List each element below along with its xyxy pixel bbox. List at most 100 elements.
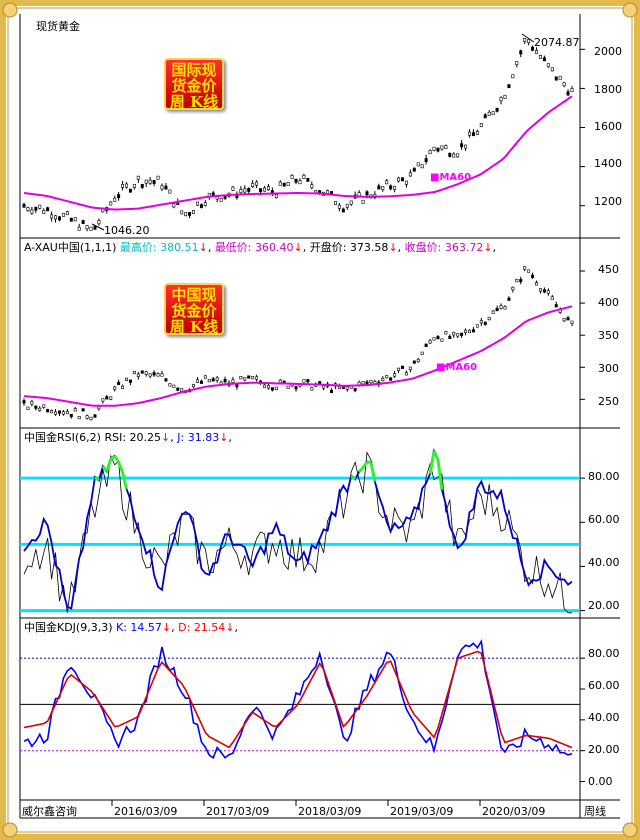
candle-body xyxy=(42,404,46,408)
candle-body xyxy=(121,184,125,188)
candle-body xyxy=(34,206,38,211)
candle-body xyxy=(290,175,294,179)
p2-ytick-1: 400 xyxy=(598,296,619,309)
candle-body xyxy=(164,378,168,382)
candle-body xyxy=(397,177,401,182)
candle-body xyxy=(531,46,535,51)
candle-body xyxy=(148,373,152,377)
panel4-header: 中国金KDJ(9,3,3) K: 14.57↓, D: 21.54↓, xyxy=(24,621,239,634)
x-tick-2: 2018/03/09 xyxy=(298,805,362,818)
candle-body xyxy=(558,75,562,80)
candle-body xyxy=(389,377,393,381)
candle-body xyxy=(487,316,491,321)
candle-body xyxy=(243,377,247,381)
candle-body xyxy=(73,408,77,412)
panel4-name: 中国金KDJ(9,3,3) xyxy=(24,621,113,634)
frame-corner-ornament-3 xyxy=(622,822,638,838)
candle-body xyxy=(515,279,519,283)
candle-body xyxy=(97,220,101,225)
candle-body xyxy=(211,378,215,382)
panel3-name: 中国金RSI(6,2) xyxy=(24,431,101,444)
candle-body xyxy=(475,131,479,135)
p1-ytick-4: 1200 xyxy=(594,195,622,208)
p3-ytick-3: 20.00 xyxy=(588,599,620,612)
candle-body xyxy=(428,150,432,155)
candle-body xyxy=(464,329,468,334)
kdj-d-line xyxy=(23,650,573,749)
candle-body xyxy=(184,212,188,217)
candle-body xyxy=(495,107,499,112)
candle-body xyxy=(440,145,444,150)
candle-body xyxy=(491,310,495,314)
candle-body xyxy=(302,379,306,383)
candle-body xyxy=(294,386,298,390)
candle-body xyxy=(440,338,444,342)
candle-body xyxy=(231,379,235,383)
candle-body xyxy=(412,360,416,364)
candle-body xyxy=(337,386,341,390)
candle-body xyxy=(50,214,54,219)
panel2-ma-text: MA60 xyxy=(445,362,478,373)
candle-body xyxy=(203,202,207,207)
candle-body xyxy=(302,175,306,179)
rsi-peak-highlight xyxy=(350,474,357,481)
candle-body xyxy=(554,304,558,308)
candle-body xyxy=(219,197,223,202)
rsi-peak-highlight xyxy=(428,450,436,475)
panel1-badge-line3: 周 K线 xyxy=(169,93,219,111)
candle-body xyxy=(57,216,61,221)
candle-body xyxy=(507,297,511,301)
candle-body xyxy=(93,225,97,230)
rsi-peak-highlight xyxy=(93,475,100,482)
candle-body xyxy=(400,177,404,182)
candle-body xyxy=(26,207,30,212)
candle-body xyxy=(460,143,464,148)
panel3-j: J: 31.83 xyxy=(177,431,220,444)
candle-body xyxy=(144,179,148,184)
candle-body xyxy=(306,379,310,383)
x-tick-0: 2016/03/09 xyxy=(114,805,178,818)
panel2-open: 开盘价: 373.58 xyxy=(309,241,389,254)
p2-ytick-0: 450 xyxy=(598,263,619,276)
p4-ytick-4: 0.00 xyxy=(588,775,613,788)
candle-body xyxy=(259,188,263,193)
candle-body xyxy=(416,162,420,167)
candle-body xyxy=(262,384,266,388)
candle-body xyxy=(81,220,85,225)
frame-corner-ornament-2 xyxy=(2,822,18,838)
candle-body xyxy=(464,144,468,149)
candle-body xyxy=(113,386,117,390)
x-tick-1: 2017/03/09 xyxy=(206,805,270,818)
candle-body xyxy=(448,335,452,340)
candle-body xyxy=(365,381,369,385)
candle-body xyxy=(50,410,54,414)
p1-ytick-2: 1600 xyxy=(594,120,622,133)
candle-body xyxy=(89,226,93,231)
panel2-badge: 中国现 货金价 周 K线 xyxy=(164,283,224,335)
p1-ytick-3: 1400 xyxy=(594,157,622,170)
candle-body xyxy=(69,413,73,418)
candle-body xyxy=(428,340,432,344)
p3-ytick-1: 60.00 xyxy=(588,513,620,526)
panel3-rsi: RSI: 20.25 xyxy=(104,431,162,444)
candle-body xyxy=(81,408,85,412)
candle-body xyxy=(412,167,416,172)
candle-body xyxy=(538,288,542,292)
panel1-high-label: 2074.87 xyxy=(534,36,580,49)
candle-body xyxy=(546,290,550,294)
panel1-badge-line2: 货金价 xyxy=(171,77,217,95)
candle-body xyxy=(266,186,270,191)
candle-body xyxy=(349,200,353,205)
candle-body xyxy=(432,146,436,151)
p4-ytick-0: 80.00 xyxy=(588,647,620,660)
candle-body xyxy=(294,178,298,183)
candle-body xyxy=(26,406,30,410)
rsi-peak-highlight xyxy=(432,450,440,461)
candle-body xyxy=(562,82,566,87)
candle-body xyxy=(195,379,199,383)
rsi-peak-highlight xyxy=(117,461,124,473)
candle-body xyxy=(262,187,266,192)
candle-body xyxy=(345,203,349,208)
candle-body xyxy=(188,212,192,216)
